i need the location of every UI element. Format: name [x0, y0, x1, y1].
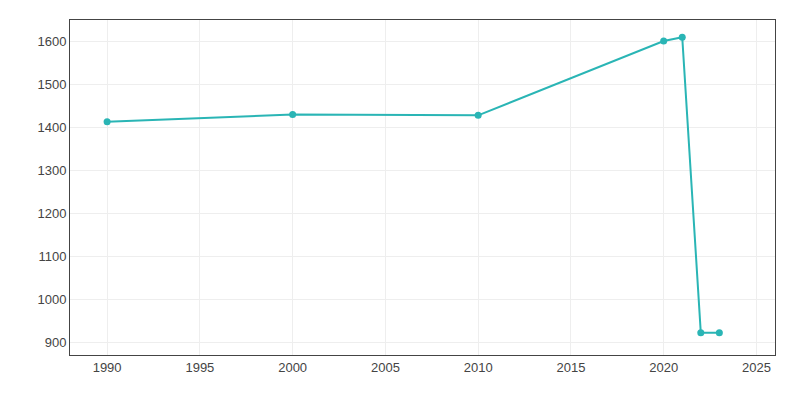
svg-text:2005: 2005: [371, 360, 400, 375]
svg-text:1600: 1600: [37, 34, 66, 49]
svg-text:2025: 2025: [742, 360, 771, 375]
svg-text:1400: 1400: [37, 120, 66, 135]
svg-text:1990: 1990: [93, 360, 122, 375]
svg-text:2010: 2010: [464, 360, 493, 375]
svg-text:1100: 1100: [38, 249, 66, 264]
svg-text:1300: 1300: [37, 163, 66, 178]
svg-text:900: 900: [45, 335, 67, 350]
svg-text:2015: 2015: [556, 360, 585, 375]
svg-text:2020: 2020: [649, 360, 678, 375]
svg-text:1995: 1995: [185, 360, 214, 375]
svg-text:1200: 1200: [37, 206, 66, 221]
svg-text:1500: 1500: [37, 77, 66, 92]
svg-text:2000: 2000: [278, 360, 307, 375]
svg-text:1000: 1000: [37, 292, 66, 307]
